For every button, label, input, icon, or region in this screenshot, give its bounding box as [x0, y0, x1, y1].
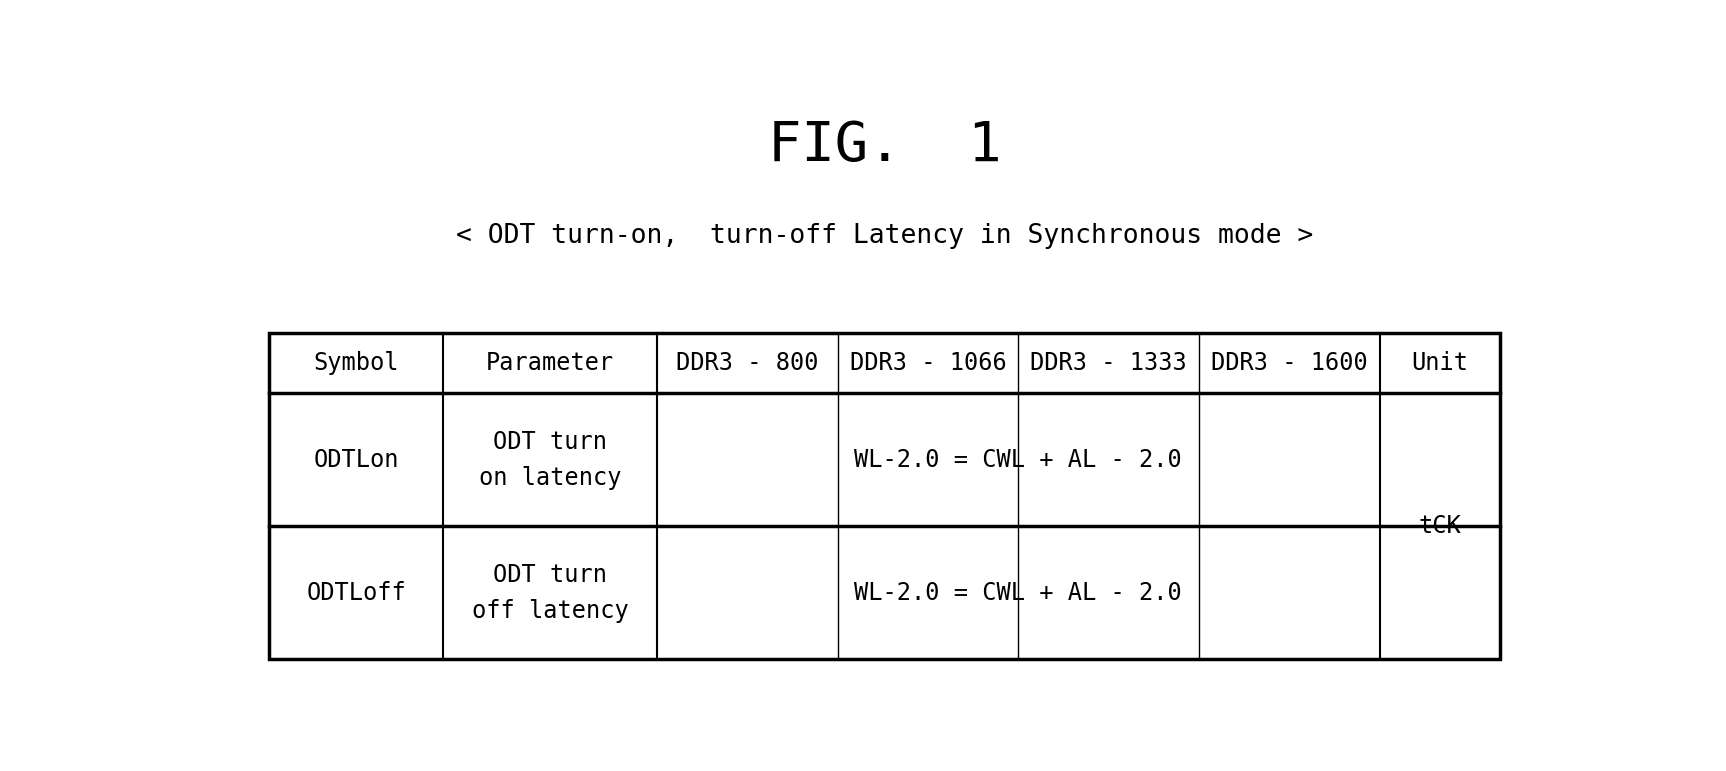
Text: DDR3 - 1600: DDR3 - 1600 — [1212, 351, 1367, 375]
Text: WL-2.0 = CWL + AL - 2.0: WL-2.0 = CWL + AL - 2.0 — [854, 448, 1182, 472]
Text: Parameter: Parameter — [487, 351, 614, 375]
Text: DDR3 - 1333: DDR3 - 1333 — [1030, 351, 1187, 375]
Text: tCK: tCK — [1419, 514, 1462, 538]
Text: Unit: Unit — [1412, 351, 1469, 375]
Text: ODTLoff: ODTLoff — [306, 581, 406, 605]
Text: ODT turn
off latency: ODT turn off latency — [471, 564, 628, 623]
Text: ODT turn
on latency: ODT turn on latency — [478, 430, 621, 490]
Text: DDR3 - 1066: DDR3 - 1066 — [849, 351, 1006, 375]
Text: DDR3 - 800: DDR3 - 800 — [677, 351, 818, 375]
Text: < ODT turn-on,  turn-off Latency in Synchronous mode >: < ODT turn-on, turn-off Latency in Synch… — [456, 223, 1313, 249]
Text: WL-2.0 = CWL + AL - 2.0: WL-2.0 = CWL + AL - 2.0 — [854, 581, 1182, 605]
Text: Symbol: Symbol — [314, 351, 399, 375]
Text: FIG.  1: FIG. 1 — [768, 120, 1001, 173]
Text: ODTLon: ODTLon — [314, 448, 399, 472]
